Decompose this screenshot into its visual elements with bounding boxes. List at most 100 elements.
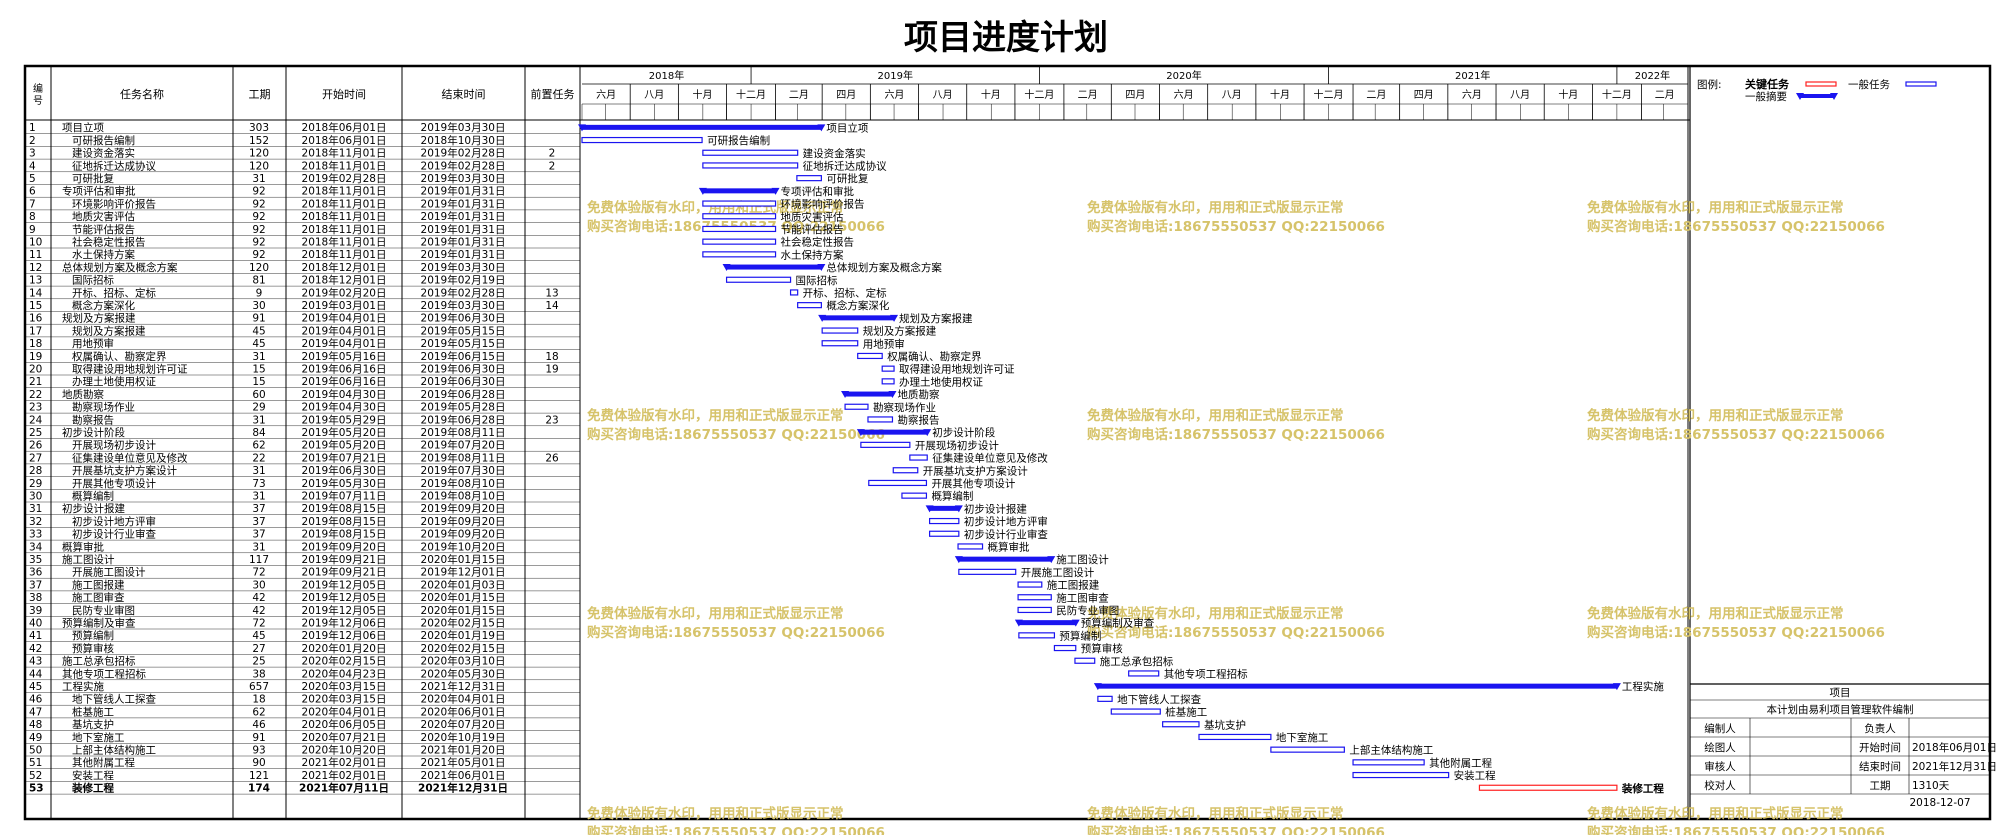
task-name: 水土保持方案 [72,248,135,261]
task-id: 45 [29,681,42,693]
task-end: 2020年05月30日 [421,667,506,680]
bar-label: 基坑支护 [1204,718,1246,731]
month-label: 二月 [789,89,809,101]
task-id: 35 [29,554,42,566]
task-bar [1074,657,1096,664]
year-label: 2020年 [1166,69,1201,82]
task-duration: 38 [252,668,265,680]
task-id: 49 [29,732,42,744]
task-bar [1270,746,1345,753]
legend-summary-marker [1830,93,1838,100]
task-end: 2019年02月19日 [421,274,506,287]
task-name: 概念方案深化 [72,299,135,312]
task-duration: 303 [249,122,269,134]
bar-label: 国际招标 [796,274,838,287]
task-end: 2019年01月31日 [421,210,506,223]
month-label: 十月 [981,88,1001,101]
task-id: 40 [29,618,42,630]
task-bar [821,327,859,334]
task-duration: 72 [252,567,265,579]
task-id: 11 [29,249,42,261]
task-end: 2019年10月20日 [421,540,506,553]
task-name: 环境影响评价报告 [72,197,156,210]
bar-label: 开展基坑支护方案设计 [923,464,1028,477]
summary-bar-end [1047,556,1056,564]
summary-bar [582,124,822,130]
task-end: 2020年01月15日 [421,553,506,566]
task-end: 2019年01月31日 [421,185,506,198]
task-id: 33 [29,529,42,541]
summary-bar-end [1612,683,1621,691]
month-label: 六月 [596,89,616,101]
task-name: 上部主体结构施工 [72,744,156,757]
task-bar [1017,594,1052,601]
task-duration: 121 [249,770,269,782]
task-duration: 62 [252,706,265,718]
task-name: 预算编制及审查 [62,617,136,630]
watermark-text: 购买咨询电话:18675550537 QQ:22150066 [1587,624,1885,641]
task-id: 15 [29,300,42,312]
task-start: 2018年11月01日 [302,197,387,210]
legend-summary-marker [1796,93,1804,100]
task-bar [1017,581,1043,588]
bar-label: 初步设计行业审查 [964,528,1048,541]
info-title: 项目 [1830,687,1851,699]
task-start: 2018年12月01日 [302,261,387,274]
watermark-text: 购买咨询电话:18675550537 QQ:22150066 [587,824,885,835]
task-id: 2 [29,135,36,147]
summary-bar [958,556,1052,562]
task-end: 2019年03月30日 [421,261,506,274]
task-start: 2019年07月21日 [302,451,387,464]
bar-label: 取得建设用地规划许可证 [899,363,1015,376]
task-start: 2019年05月20日 [302,439,387,452]
task-start: 2018年12月01日 [302,274,387,287]
task-bar [821,340,859,347]
bar-label: 节能评估报告 [781,223,844,236]
task-start: 2021年02月01日 [302,769,387,782]
task-duration: 92 [252,237,265,249]
task-end: 2019年07月30日 [421,464,506,477]
task-id: 47 [29,706,42,718]
task-duration: 37 [252,529,265,541]
task-end: 2019年03月30日 [421,121,506,134]
task-end: 2019年06月15日 [421,350,506,363]
bar-label: 概念方案深化 [826,299,889,312]
task-id: 52 [29,770,42,782]
summary-bar-start [1093,683,1102,691]
task-id: 14 [29,287,43,299]
task-bar [901,492,928,499]
task-duration: 81 [252,275,265,287]
info-date: 2018-12-07 [1909,797,1970,809]
task-start: 2020年01月20日 [302,642,387,655]
task-id: 6 [29,186,36,198]
task-name: 装修工程 [71,782,114,795]
bar-label: 地质灾害评估 [781,210,844,223]
task-start: 2018年11月01日 [302,223,387,236]
task-bar [702,149,799,156]
task-id: 30 [29,491,42,503]
task-start: 2020年07月21日 [302,731,387,744]
task-end: 2019年01月31日 [421,236,506,249]
task-name: 安装工程 [72,769,114,782]
task-name: 初步设计行业审查 [72,528,156,541]
task-duration: 42 [252,592,265,604]
task-start: 2019年05月29日 [302,413,387,426]
watermark-text: 购买咨询电话:18675550537 QQ:22150066 [1087,218,1385,235]
task-end: 2019年03月30日 [421,172,506,185]
task-start: 2019年12月05日 [302,578,387,591]
task-start: 2018年06月01日 [302,121,387,134]
task-end: 2019年12月01日 [421,566,506,579]
task-name: 专项评估和审批 [62,185,136,198]
task-start: 2018年06月01日 [302,134,387,147]
task-end: 2020年03月10日 [421,655,506,668]
task-end: 2020年02月15日 [421,642,506,655]
summary-bar-end [1071,619,1080,627]
task-end: 2019年07月20日 [421,439,506,452]
task-name: 开展基坑支护方案设计 [72,464,177,477]
legend-title: 图例: [1697,78,1722,91]
summary-bar-start [925,505,934,513]
task-start: 2019年02月20日 [302,286,387,299]
task-bar [702,225,777,233]
task-duration: 37 [252,503,265,515]
task-duration: 92 [252,198,265,210]
